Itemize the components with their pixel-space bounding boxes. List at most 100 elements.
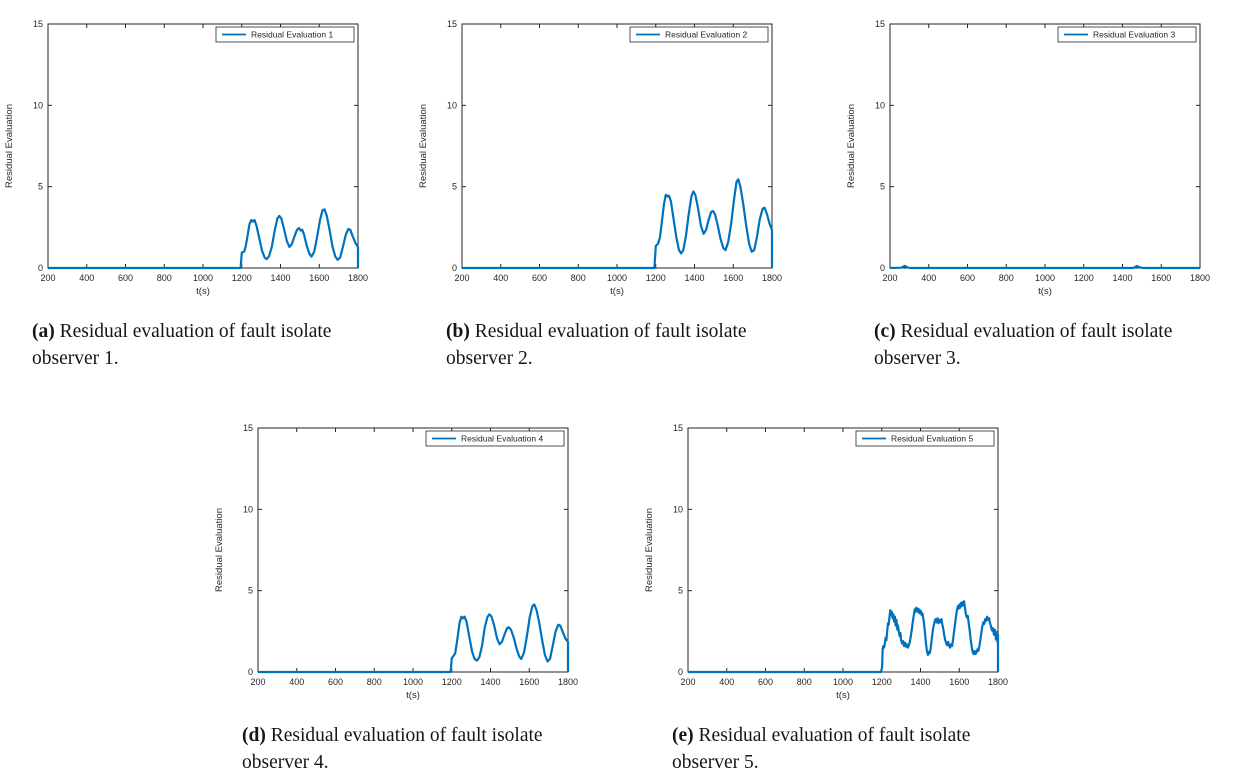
caption-a-text: Residual evaluation of fault isolate obs… [32, 321, 332, 369]
x-tick-label: 200 [40, 273, 55, 283]
legend: Residual Evaluation 5 [855, 430, 995, 447]
legend: Residual Evaluation 3 [1057, 26, 1197, 43]
tick-marks [687, 427, 999, 673]
axes-box [889, 23, 1201, 269]
tick-marks [889, 23, 1201, 269]
x-tick-label: 800 [797, 677, 812, 687]
chart-residual-evaluation-2: 200 400 600 800 1000 1200 1400 1600 1800 0 5 10 15 t(… [416, 2, 830, 303]
subfigure-b: 200 400 600 800 1000 1200 1400 1600 1800 0 5 10 15 t(… [416, 2, 830, 372]
subfigure-d: 200 400 600 800 1000 1200 1400 1600 1800 0 5 10 15 t(… [212, 406, 642, 776]
x-tick-label: 400 [493, 273, 508, 283]
y-axis-label: Residual Evaluation [846, 104, 857, 188]
tick-labels: 200 400 600 800 1000 1200 1400 1600 1800 0 5 10 15 [33, 19, 368, 283]
y-tick-label: 0 [678, 667, 683, 677]
caption-e-text: Residual evaluation of fault isolate obs… [672, 725, 971, 773]
x-axis-label: t(s) [610, 286, 624, 297]
chart-residual-evaluation-3: 200 400 600 800 1000 1200 1400 1600 1800 0 5 10 15 t(… [844, 2, 1244, 303]
legend: Residual Evaluation 2 [629, 26, 769, 43]
x-tick-label: 800 [999, 273, 1014, 283]
legend-box [1057, 26, 1197, 43]
y-tick-label: 10 [447, 100, 457, 110]
tick-labels: 200 400 600 800 1000 1200 1400 1600 1800 0 5 10 15 [875, 19, 1210, 283]
figure-row-top: 200 400 600 800 1000 1200 1400 1600 1800 0 5 10 15 t(… [2, 0, 1244, 372]
x-axis-label: t(s) [196, 286, 210, 297]
chart-svg: 200 400 600 800 1000 1200 1400 1600 1800 0 5 10 15 t(… [846, 19, 1210, 297]
caption-a-label: (a) [32, 321, 55, 342]
x-tick-label: 200 [250, 677, 265, 687]
chart-svg: 200 400 600 800 1000 1200 1400 1600 1800 0 5 10 15 t(… [418, 19, 782, 297]
series-line [48, 208, 360, 270]
tick-labels: 200 400 600 800 1000 1200 1400 1600 1800 0 5 10 15 [243, 423, 578, 687]
x-tick-label: 200 [680, 677, 695, 687]
y-tick-label: 15 [673, 423, 683, 433]
y-tick-label: 15 [447, 19, 457, 29]
x-tick-label: 1800 [988, 677, 1008, 687]
x-tick-label: 400 [719, 677, 734, 687]
x-axis-label: t(s) [1038, 286, 1052, 297]
y-tick-label: 15 [875, 19, 885, 29]
y-tick-label: 0 [38, 263, 43, 273]
x-tick-label: 1600 [1151, 273, 1171, 283]
x-tick-label: 1800 [762, 273, 782, 283]
y-tick-label: 15 [243, 423, 253, 433]
x-tick-label: 600 [328, 677, 343, 687]
legend-box [855, 430, 995, 447]
y-tick-label: 0 [452, 263, 457, 273]
x-tick-label: 1800 [1190, 273, 1210, 283]
caption-c: (c) Residual evaluation of fault isolate… [874, 319, 1180, 372]
x-tick-label: 800 [571, 273, 586, 283]
caption-d: (d) Residual evaluation of fault isolate… [242, 723, 548, 776]
x-tick-label: 1200 [232, 273, 252, 283]
caption-b-label: (b) [446, 321, 470, 342]
legend-label: Residual Evaluation 3 [1093, 30, 1175, 40]
x-tick-label: 1400 [480, 677, 500, 687]
x-tick-label: 400 [79, 273, 94, 283]
caption-a: (a) Residual evaluation of fault isolate… [32, 319, 338, 372]
axes-box [257, 427, 569, 673]
y-tick-label: 0 [880, 263, 885, 273]
y-tick-label: 10 [33, 100, 43, 110]
y-axis-label: Residual Evaluation [214, 508, 225, 592]
chart-residual-evaluation-5: 200 400 600 800 1000 1200 1400 1600 1800 0 5 10 15 t(… [642, 406, 1072, 707]
x-tick-label: 800 [157, 273, 172, 283]
legend-box [215, 26, 355, 43]
x-axis-label: t(s) [836, 690, 850, 701]
x-tick-label: 800 [367, 677, 382, 687]
chart-svg: 200 400 600 800 1000 1200 1400 1600 1800 0 5 10 15 t(… [644, 423, 1008, 701]
chart-residual-evaluation-1: 200 400 600 800 1000 1200 1400 1600 1800 0 5 10 15 t(… [2, 2, 416, 303]
caption-c-label: (c) [874, 321, 896, 342]
caption-b-text: Residual evaluation of fault isolate obs… [446, 321, 747, 369]
x-tick-label: 1400 [910, 677, 930, 687]
y-tick-label: 5 [678, 586, 683, 596]
caption-d-label: (d) [242, 725, 266, 746]
x-tick-label: 600 [960, 273, 975, 283]
y-tick-label: 5 [38, 182, 43, 192]
x-tick-label: 1600 [519, 677, 539, 687]
x-tick-label: 400 [921, 273, 936, 283]
series-line [462, 178, 774, 270]
y-tick-label: 10 [673, 504, 683, 514]
subfigure-c: 200 400 600 800 1000 1200 1400 1600 1800 0 5 10 15 t(… [844, 2, 1244, 372]
x-axis-label: t(s) [406, 690, 420, 701]
y-tick-label: 10 [243, 504, 253, 514]
chart-residual-evaluation-4: 200 400 600 800 1000 1200 1400 1600 1800 0 5 10 15 t(… [212, 406, 642, 707]
legend: Residual Evaluation 1 [215, 26, 355, 43]
x-tick-label: 1000 [1035, 273, 1055, 283]
x-tick-label: 1200 [1074, 273, 1094, 283]
legend: Residual Evaluation 4 [425, 430, 565, 447]
x-tick-label: 1000 [607, 273, 627, 283]
tick-labels: 200 400 600 800 1000 1200 1400 1600 1800 0 5 10 15 [673, 423, 1008, 687]
x-tick-label: 1400 [684, 273, 704, 283]
x-tick-label: 1400 [1112, 273, 1132, 283]
y-tick-label: 15 [33, 19, 43, 29]
chart-svg: 200 400 600 800 1000 1200 1400 1600 1800 0 5 10 15 t(… [4, 19, 368, 297]
caption-d-text: Residual evaluation of fault isolate obs… [242, 725, 543, 773]
x-tick-label: 600 [118, 273, 133, 283]
caption-e: (e) Residual evaluation of fault isolate… [672, 723, 978, 776]
x-tick-label: 1200 [442, 677, 462, 687]
series-line [258, 603, 570, 674]
caption-e-label: (e) [672, 725, 694, 746]
y-axis-label: Residual Evaluation [644, 508, 655, 592]
series-line [688, 600, 1000, 674]
